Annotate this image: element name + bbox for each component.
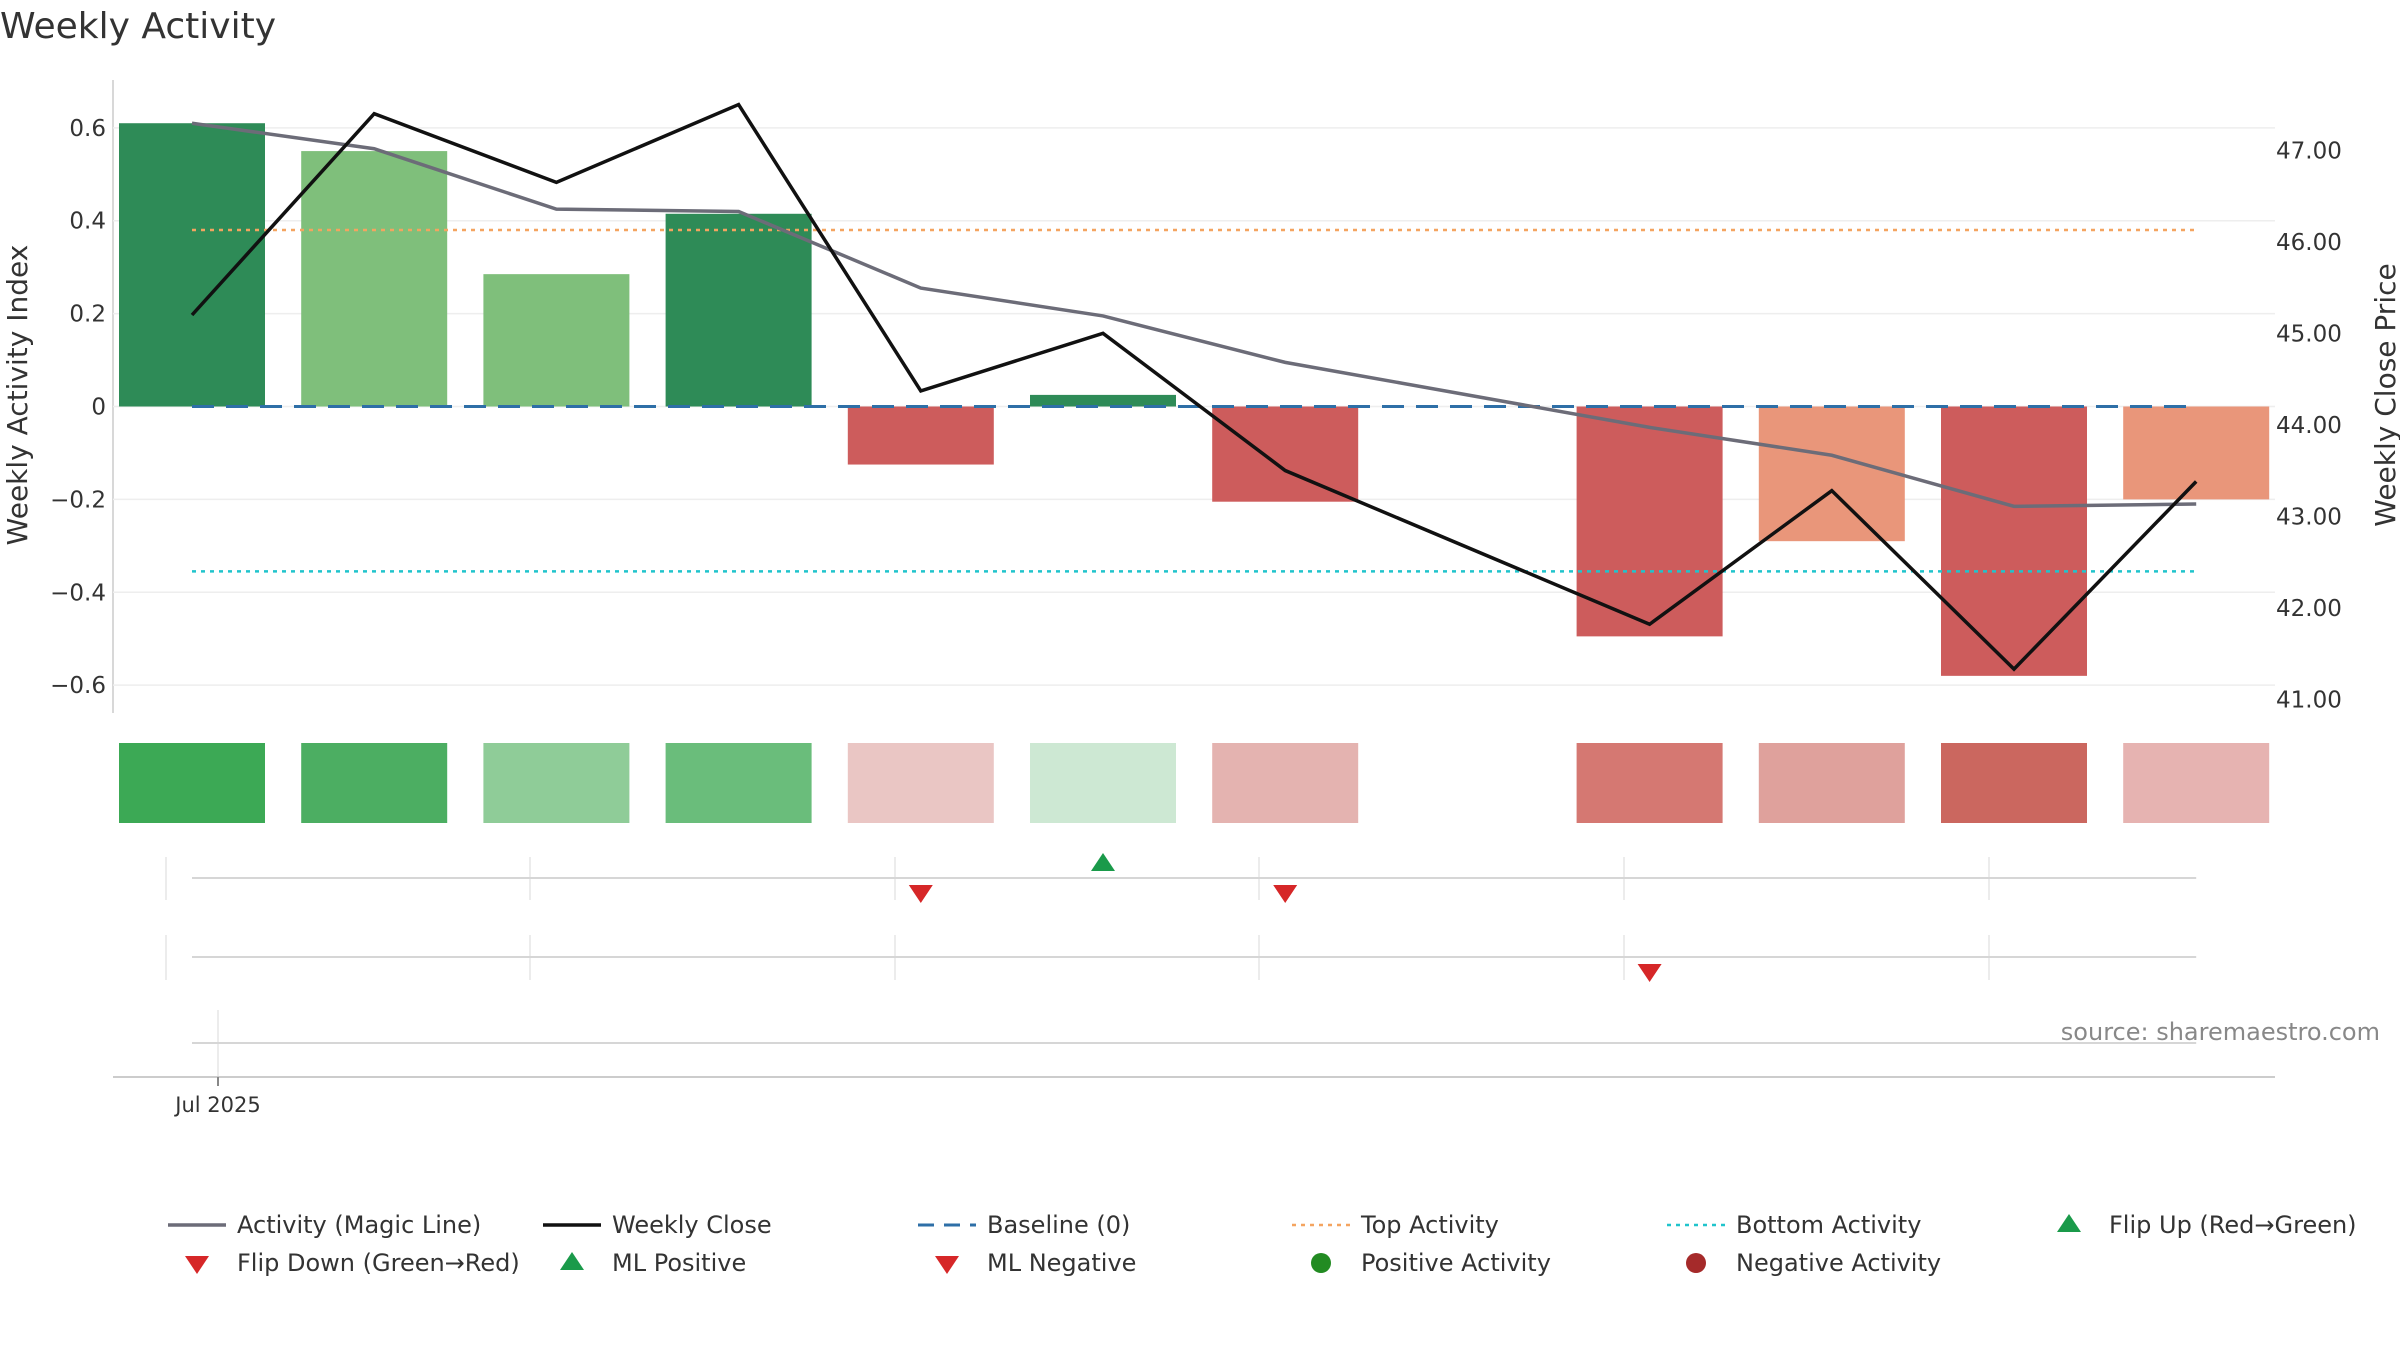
legend-label: Flip Up (Red→Green) <box>2109 1211 2357 1239</box>
strip-cell <box>1758 743 1905 823</box>
left-tick-label: 0.2 <box>69 302 106 328</box>
chart-title: Weekly Activity <box>0 6 276 47</box>
left-tick-label: −0.2 <box>50 487 106 513</box>
flip-down-marker <box>1637 964 1662 982</box>
right-axis-label: Weekly Close Price <box>2369 263 2400 526</box>
activity-bar <box>1941 406 2087 676</box>
legend-swatch <box>935 1256 959 1274</box>
legend-label: Activity (Magic Line) <box>237 1211 481 1239</box>
legend-item: ML Negative <box>935 1249 1136 1277</box>
legend-item: Weekly Close <box>543 1211 772 1239</box>
left-tick-label: 0.6 <box>69 116 106 142</box>
legend-item: Flip Up (Red→Green) <box>2057 1211 2357 1239</box>
activity-bar <box>1576 406 1723 637</box>
legend-item: Positive Activity <box>1311 1249 1551 1277</box>
ml-negative-marker <box>908 885 933 903</box>
legend: Activity (Magic Line) Weekly Close Baselin… <box>168 1211 2357 1277</box>
activity-bar <box>665 213 812 407</box>
legend-label: ML Positive <box>612 1249 746 1277</box>
right-tick-label: 41.00 <box>2276 687 2342 713</box>
right-tick-label: 45.00 <box>2276 321 2342 347</box>
strip-cell <box>483 743 630 823</box>
activity-bar <box>2123 406 2270 500</box>
right-tick-label: 44.00 <box>2276 413 2342 439</box>
legend-item: Baseline (0) <box>918 1211 1130 1239</box>
left-tick-label: 0.4 <box>69 209 106 235</box>
ml-negative-marker <box>1273 885 1298 903</box>
activity-bar <box>119 123 265 407</box>
legend-item: Negative Activity <box>1686 1249 1941 1277</box>
x-tick-label: Jul 2025 <box>173 1093 260 1117</box>
strip-cell <box>665 743 812 823</box>
main-panel: 0.6 0.4 0.2 0 −0.2 −0.4 −0.6 47.00 46.00 45.00 44.… <box>50 80 2342 713</box>
left-tick-label: −0.6 <box>50 673 106 699</box>
strip-cell <box>2123 743 2270 823</box>
legend-item: Bottom Activity <box>1667 1211 1921 1239</box>
legend-item: Activity (Magic Line) <box>168 1211 481 1239</box>
activity-bar <box>301 151 448 407</box>
magic-line-series <box>191 121 2197 509</box>
legend-swatch <box>1686 1253 1706 1273</box>
source-label: source: sharemaestro.com <box>2061 1018 2380 1046</box>
strip-cell <box>847 743 994 823</box>
activity-bar <box>1758 406 1905 542</box>
strip-cell <box>1030 743 1176 823</box>
activity-bar <box>483 274 630 407</box>
legend-swatch <box>2057 1214 2081 1232</box>
legend-item: Flip Down (Green→Red) <box>185 1249 520 1277</box>
legend-swatch <box>1311 1253 1331 1273</box>
legend-label: Bottom Activity <box>1736 1211 1921 1239</box>
legend-item: ML Positive <box>560 1249 746 1277</box>
right-tick-label: 47.00 <box>2276 138 2342 164</box>
activity-bar <box>847 406 994 465</box>
right-tick-label: 43.00 <box>2276 504 2342 530</box>
legend-swatch <box>560 1252 584 1270</box>
activity-bar <box>1212 406 1359 502</box>
legend-item: Top Activity <box>1292 1211 1499 1239</box>
strip-cell <box>1941 743 2087 823</box>
legend-label: Weekly Close <box>612 1211 772 1239</box>
right-tick-label: 42.00 <box>2276 596 2342 622</box>
strip-cell <box>1212 743 1359 823</box>
left-axis-label: Weekly Activity Index <box>1 245 34 546</box>
strip-cell <box>1576 743 1723 823</box>
strip-cell <box>119 743 265 823</box>
legend-label: ML Negative <box>987 1249 1136 1277</box>
right-tick-label: 46.00 <box>2276 230 2342 256</box>
activity-color-strip <box>119 743 2270 823</box>
left-tick-label: −0.4 <box>50 580 106 606</box>
legend-label: Negative Activity <box>1736 1249 1941 1277</box>
strip-cell <box>301 743 448 823</box>
activity-bar <box>1030 394 1176 407</box>
legend-swatch <box>185 1256 209 1274</box>
legend-label: Baseline (0) <box>987 1211 1130 1239</box>
legend-label: Top Activity <box>1360 1211 1499 1239</box>
signal-marker-rows <box>113 853 2275 1086</box>
ml-positive-marker <box>1091 853 1115 871</box>
legend-label: Positive Activity <box>1361 1249 1551 1277</box>
weekly-close-series <box>190 102 2198 672</box>
left-tick-label: 0 <box>91 395 106 421</box>
legend-label: Flip Down (Green→Red) <box>237 1249 520 1277</box>
